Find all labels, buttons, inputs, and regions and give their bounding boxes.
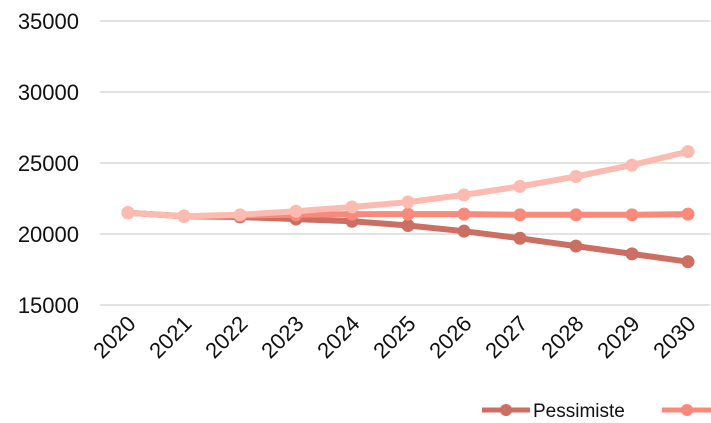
gridlines bbox=[100, 20, 710, 306]
x-tick-label: 2029 bbox=[592, 311, 644, 363]
data-point bbox=[233, 208, 247, 222]
data-point bbox=[625, 208, 639, 222]
legend-entry-series-3 bbox=[662, 404, 711, 416]
x-axis-ticks: 2020 2021 2022 2023 2024 2025 2026 2027 2028 2029… bbox=[88, 311, 700, 363]
y-tick-label: 20000 bbox=[18, 222, 79, 247]
data-point bbox=[681, 207, 695, 221]
y-tick-label: 30000 bbox=[18, 80, 79, 105]
data-point bbox=[513, 208, 527, 222]
x-tick-label: 2023 bbox=[256, 311, 308, 363]
data-point bbox=[401, 195, 415, 209]
data-point bbox=[457, 224, 471, 238]
data-point bbox=[681, 255, 695, 269]
data-point bbox=[289, 204, 303, 218]
data-point bbox=[625, 158, 639, 172]
x-tick-label: 2022 bbox=[200, 311, 252, 363]
x-tick-label: 2025 bbox=[368, 311, 420, 363]
y-tick-label: 25000 bbox=[18, 151, 79, 176]
data-point bbox=[457, 207, 471, 221]
legend-label: Pessimiste bbox=[533, 401, 625, 422]
legend-entry-pessimiste: Pessimiste bbox=[482, 401, 625, 422]
data-point bbox=[569, 169, 583, 183]
data-point bbox=[401, 207, 415, 221]
y-tick-label: 15000 bbox=[18, 293, 79, 318]
data-point bbox=[569, 208, 583, 222]
data-point bbox=[513, 179, 527, 193]
legend: Pessimiste bbox=[482, 401, 711, 422]
legend-swatch-marker bbox=[500, 404, 512, 416]
series-layer bbox=[121, 145, 695, 269]
data-point bbox=[513, 231, 527, 245]
data-point bbox=[177, 209, 191, 223]
series-2 bbox=[121, 145, 695, 223]
x-tick-label: 2024 bbox=[312, 311, 364, 363]
data-point bbox=[345, 200, 359, 214]
x-tick-label: 2026 bbox=[424, 311, 476, 363]
data-point bbox=[625, 247, 639, 261]
x-tick-label: 2028 bbox=[536, 311, 588, 363]
x-tick-label: 2027 bbox=[480, 311, 532, 363]
data-point bbox=[121, 206, 135, 220]
x-tick-label: 2021 bbox=[144, 311, 196, 363]
x-tick-label: 2020 bbox=[88, 311, 140, 363]
y-axis-ticks: 15000 20000 25000 30000 35000 bbox=[18, 9, 79, 318]
data-point bbox=[569, 239, 583, 253]
x-tick-label: 2030 bbox=[648, 311, 700, 363]
data-point bbox=[681, 145, 695, 159]
y-tick-label: 35000 bbox=[18, 9, 79, 34]
data-point bbox=[401, 218, 415, 232]
legend-swatch-marker bbox=[681, 404, 693, 416]
data-point bbox=[457, 188, 471, 202]
